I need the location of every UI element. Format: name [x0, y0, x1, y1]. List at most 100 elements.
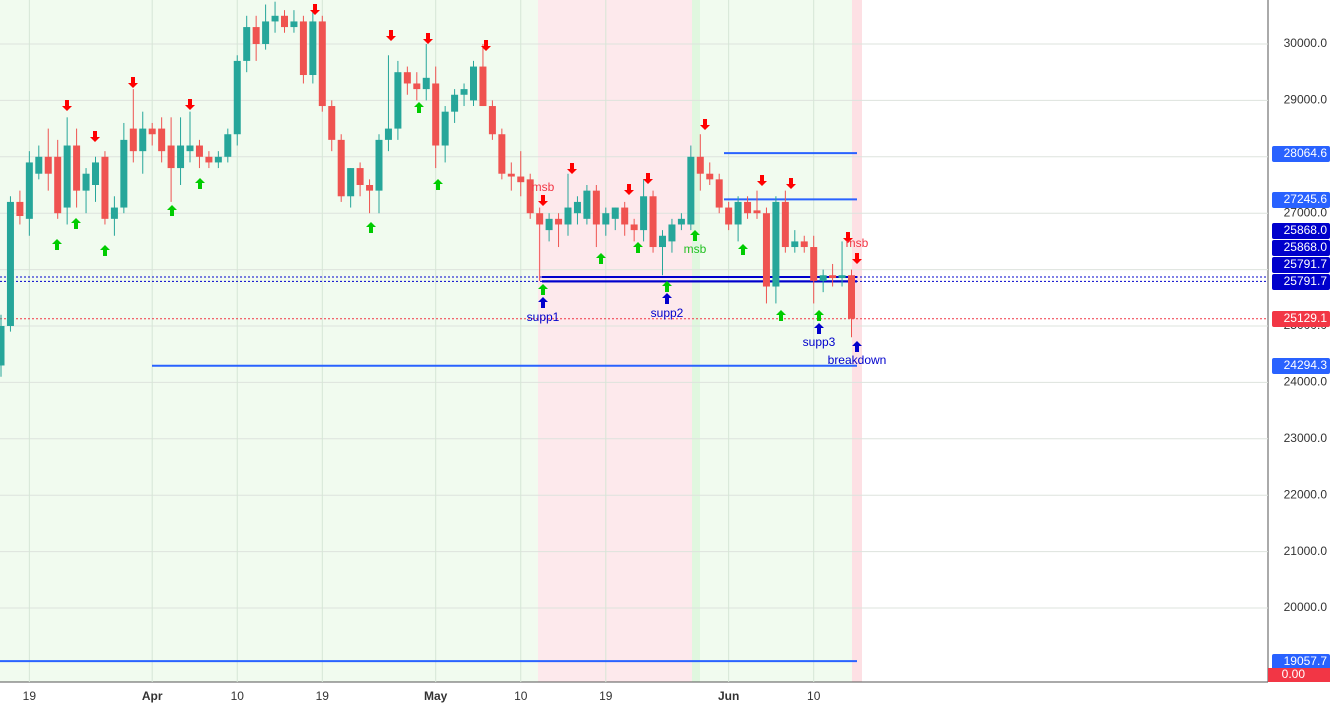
candle-body [422, 77, 430, 90]
candle-body [328, 106, 336, 140]
annotation: msb [532, 180, 555, 194]
candle-body [318, 21, 326, 107]
signal-arrow [843, 232, 853, 243]
signal-arrow [776, 310, 786, 321]
y-tick-label: 20000.0 [1284, 600, 1328, 614]
candle-body [460, 89, 468, 95]
signal-arrow [786, 178, 796, 189]
signal-arrow [423, 33, 433, 44]
candle-body [517, 176, 525, 183]
candle-body [44, 156, 52, 174]
signal-arrow [633, 242, 643, 253]
x-tick-label: May [424, 689, 448, 703]
candle-body [403, 72, 411, 84]
price-tag-label: 25791.7 [1284, 274, 1328, 288]
y-tick-label: 23000.0 [1284, 431, 1328, 445]
signal-arrow [538, 297, 548, 308]
candle-body [536, 213, 544, 225]
candle-body [451, 94, 459, 112]
candle-body [139, 128, 147, 152]
candle-body [810, 247, 818, 281]
candle-body [92, 162, 99, 185]
candle-body [186, 145, 194, 152]
price-tag [1272, 654, 1330, 670]
candle-body [413, 83, 421, 90]
candle-body [545, 218, 553, 231]
candle-body [479, 66, 487, 107]
candle-body [611, 207, 619, 219]
signal-arrow [643, 173, 653, 184]
signal-arrow [195, 178, 205, 189]
x-tick-label: 10 [514, 689, 528, 703]
price-tag [1272, 311, 1330, 327]
x-tick-label: 19 [316, 689, 330, 703]
x-tick-label: 19 [599, 689, 613, 703]
signal-arrow [167, 205, 177, 216]
candle-body [829, 275, 837, 279]
candle-body [243, 27, 251, 61]
price-tag-label: 28064.6 [1284, 146, 1328, 160]
signal-arrow [538, 195, 548, 206]
price-tag-label: 25868.0 [1284, 223, 1328, 237]
candle-body [470, 66, 477, 101]
candle-body [573, 201, 581, 214]
candle-body [0, 325, 5, 366]
candle-body [6, 201, 14, 326]
signal-arrow [690, 230, 700, 241]
candle-body [82, 173, 90, 191]
price-tag-label: 25791.7 [1284, 257, 1328, 271]
candle-body [677, 218, 685, 225]
candle-body [54, 156, 62, 214]
candle-body [602, 213, 610, 225]
candle-body [564, 207, 572, 225]
price-tag-label: 0.00 [1282, 667, 1306, 681]
candle-body [715, 179, 723, 208]
candle-body [233, 60, 241, 135]
y-tick-label: 29000.0 [1284, 93, 1328, 107]
candle-body [224, 134, 232, 157]
signal-arrow [62, 100, 72, 111]
candle-body [252, 27, 260, 44]
signal-arrow [757, 175, 767, 186]
price-tag-label: 19057.7 [1284, 654, 1328, 668]
candle-body [290, 21, 298, 28]
price-tag [1272, 223, 1330, 239]
candle-body [659, 235, 666, 248]
candle-body [441, 111, 449, 146]
signal-arrow [310, 4, 320, 15]
candle-body [696, 156, 704, 174]
x-tick-label: Jun [718, 689, 739, 703]
candle-body [791, 241, 799, 248]
y-tick-label: 21000.0 [1284, 544, 1328, 558]
red-zone [538, 0, 692, 682]
candle-body [177, 145, 185, 169]
candle-body [262, 21, 270, 44]
signal-arrow [185, 99, 195, 110]
signal-arrow [90, 131, 100, 142]
candle-body [819, 275, 827, 281]
candle-body [356, 168, 364, 185]
price-tag [1268, 668, 1330, 682]
candle-body [35, 156, 43, 174]
signal-arrow [624, 184, 634, 195]
candle-body [592, 190, 600, 225]
candle-body [640, 196, 648, 231]
candle-body [583, 190, 591, 219]
candle-body [101, 156, 109, 219]
price-tag-label: 24294.3 [1284, 358, 1328, 372]
candle-body [762, 213, 770, 287]
candle-body [110, 207, 118, 219]
signal-arrow [128, 77, 138, 88]
price-tag [1272, 240, 1330, 256]
candle-body [195, 145, 203, 157]
candle-body [158, 128, 166, 152]
candle-body [271, 15, 279, 22]
price-tag-label: 27245.6 [1284, 192, 1328, 206]
candle-body [848, 275, 855, 319]
price-tag [1272, 192, 1330, 208]
signal-arrow [100, 245, 110, 256]
y-tick-label: 24000.0 [1284, 375, 1328, 389]
candle-body [167, 145, 175, 169]
empty-area [862, 0, 1268, 682]
